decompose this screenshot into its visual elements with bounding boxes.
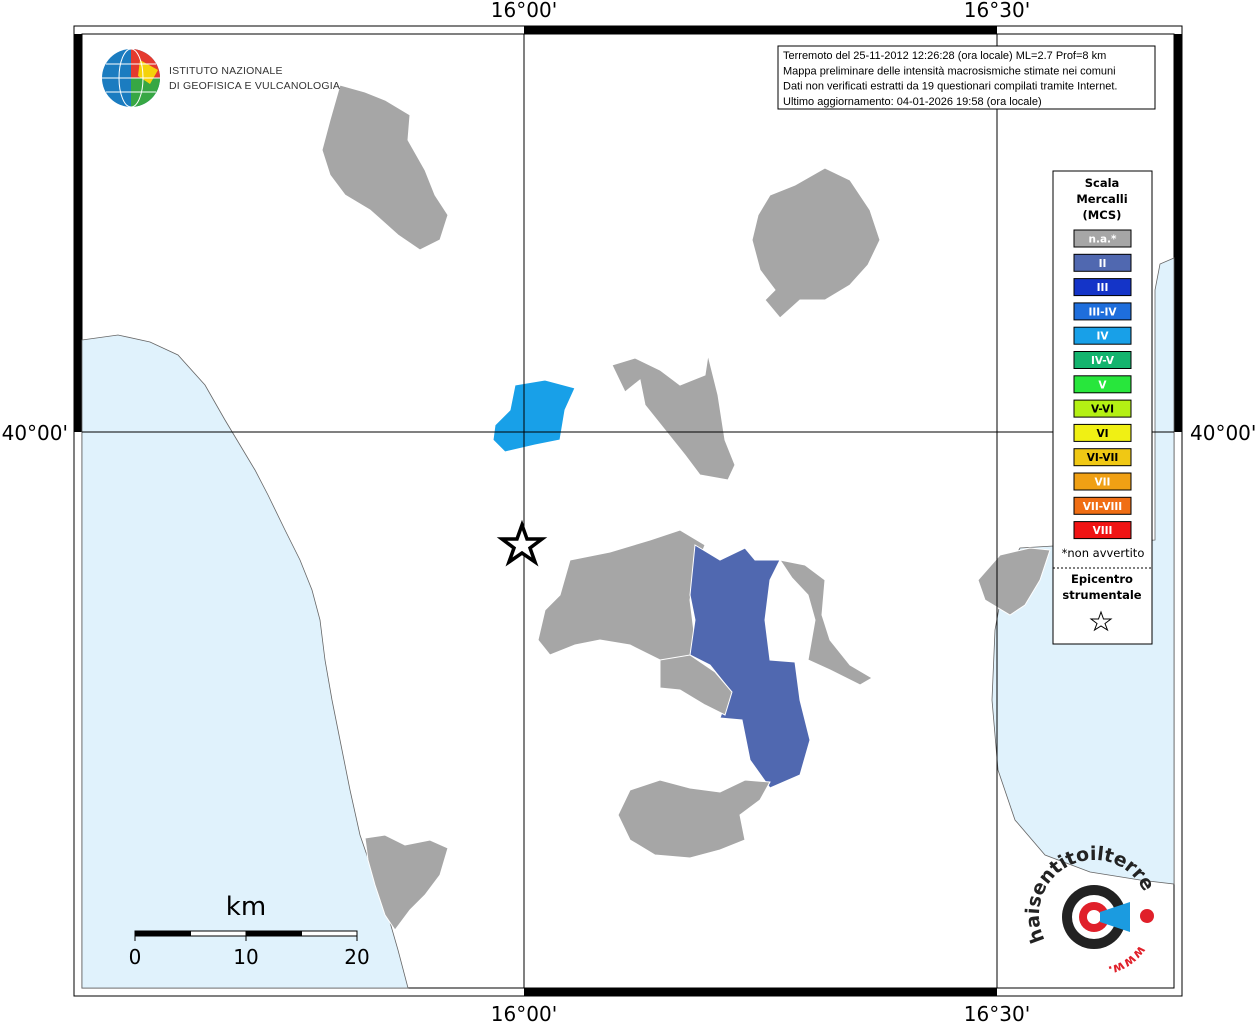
legend-items: ScalaMercalli(MCS)n.a.*IIIIIIII-IVIVIV-V…	[1062, 176, 1145, 602]
legend-swatch	[1073, 229, 1132, 248]
scale-segment	[301, 930, 358, 937]
lat-label: 40°00'	[2, 421, 68, 445]
legend-swatch	[1073, 496, 1132, 515]
legend-label: III	[1097, 282, 1109, 294]
scale-bar: km 0 10 20	[129, 892, 370, 969]
logo-lines	[102, 48, 160, 108]
legend-label: VI	[1096, 428, 1108, 440]
scale-segment	[245, 930, 302, 937]
legend-label: III-IV	[1088, 306, 1117, 318]
municipality	[321, 84, 449, 251]
legend-swatch	[1073, 399, 1132, 418]
legend-note: *non avvertito	[1062, 546, 1145, 560]
legend-swatch	[1073, 278, 1132, 297]
legend-swatch	[1073, 521, 1132, 540]
info-line: Ultimo aggiornamento: 04-01-2026 19:58 (…	[783, 96, 1042, 108]
frame-bar	[524, 988, 997, 996]
legend-star	[1089, 610, 1113, 632]
lon-label: 16°30'	[964, 0, 1030, 22]
legend-swatch	[1073, 302, 1132, 321]
legend-title: Mercalli	[1076, 192, 1127, 206]
legend-label: II	[1099, 258, 1107, 270]
badge-speaker	[1100, 902, 1130, 932]
scale-segment	[190, 930, 247, 937]
municipality	[364, 834, 449, 931]
municipalities	[321, 84, 1051, 931]
legend-swatch	[1073, 326, 1132, 345]
legend-swatch	[1073, 448, 1132, 467]
municipality	[751, 167, 881, 319]
municipality	[659, 654, 733, 716]
scale-label: 10	[233, 945, 258, 969]
legend-title: Scala	[1085, 176, 1120, 190]
info-box: Terremoto del 25-11-2012 12:26:28 (ora l…	[777, 45, 1156, 110]
scale-unit: km	[226, 892, 266, 922]
legend-label: VII	[1095, 477, 1111, 489]
legend-label: V	[1098, 379, 1107, 391]
frame-bar	[524, 26, 997, 34]
legend-swatch	[1073, 423, 1132, 442]
badge-ring	[1087, 910, 1101, 924]
legend-label: VIII	[1093, 525, 1113, 537]
municipality	[977, 547, 1051, 616]
lon-label: 16°00'	[491, 1002, 557, 1024]
scale-segment	[134, 930, 191, 937]
legend-epicenter: strumentale	[1062, 588, 1141, 602]
lon-label: 16°00'	[491, 0, 557, 22]
legend-label: V-VI	[1091, 404, 1114, 416]
legend-label: IV-V	[1091, 355, 1115, 367]
frame-bar	[74, 34, 82, 432]
legend-label: VII-VIII	[1083, 501, 1122, 513]
legend-label: n.a.*	[1088, 234, 1117, 246]
lat-label: 40°00'	[1190, 421, 1255, 445]
legend-swatch	[1073, 375, 1132, 394]
frame-bars	[74, 26, 1182, 996]
lon-label: 16°30'	[964, 1002, 1030, 1024]
legend-swatch	[1073, 253, 1132, 272]
legend: ScalaMercalli(MCS)n.a.*IIIIIIII-IVIVIV-V…	[1052, 170, 1153, 645]
ingv-logo: ISTITUTO NAZIONALE DI GEOFISICA E VULCAN…	[102, 48, 340, 108]
info-lines: Terremoto del 25-11-2012 12:26:28 (ora l…	[783, 50, 1117, 108]
scale-label: 20	[344, 945, 369, 969]
municipality	[778, 559, 873, 686]
municipality	[617, 779, 771, 859]
graticule	[82, 34, 1174, 988]
info-line: Mappa preliminare delle intensità macros…	[783, 65, 1116, 77]
logo-text: DI GEOFISICA E VULCANOLOGIA	[169, 80, 340, 92]
legend-epicenter: Epicentro	[1071, 572, 1133, 586]
municipality	[611, 354, 736, 481]
info-line: Dati non verificati estratti da 19 quest…	[783, 81, 1117, 93]
municipality	[492, 379, 576, 453]
info-frame	[777, 45, 1156, 110]
legend-swatch	[1073, 472, 1132, 491]
legend-title: (MCS)	[1083, 208, 1122, 222]
epicenter-star	[496, 519, 548, 567]
legend-label: IV	[1096, 331, 1109, 343]
badge-dot	[1140, 909, 1154, 923]
logo-text: ISTITUTO NAZIONALE	[169, 65, 283, 77]
legend-label: VI-VII	[1087, 452, 1119, 464]
scale-label: 0	[129, 945, 142, 969]
municipality	[689, 544, 811, 789]
legend-swatch	[1073, 351, 1132, 369]
frame-bar	[1174, 34, 1182, 432]
info-line: Terremoto del 25-11-2012 12:26:28 (ora l…	[783, 50, 1106, 62]
